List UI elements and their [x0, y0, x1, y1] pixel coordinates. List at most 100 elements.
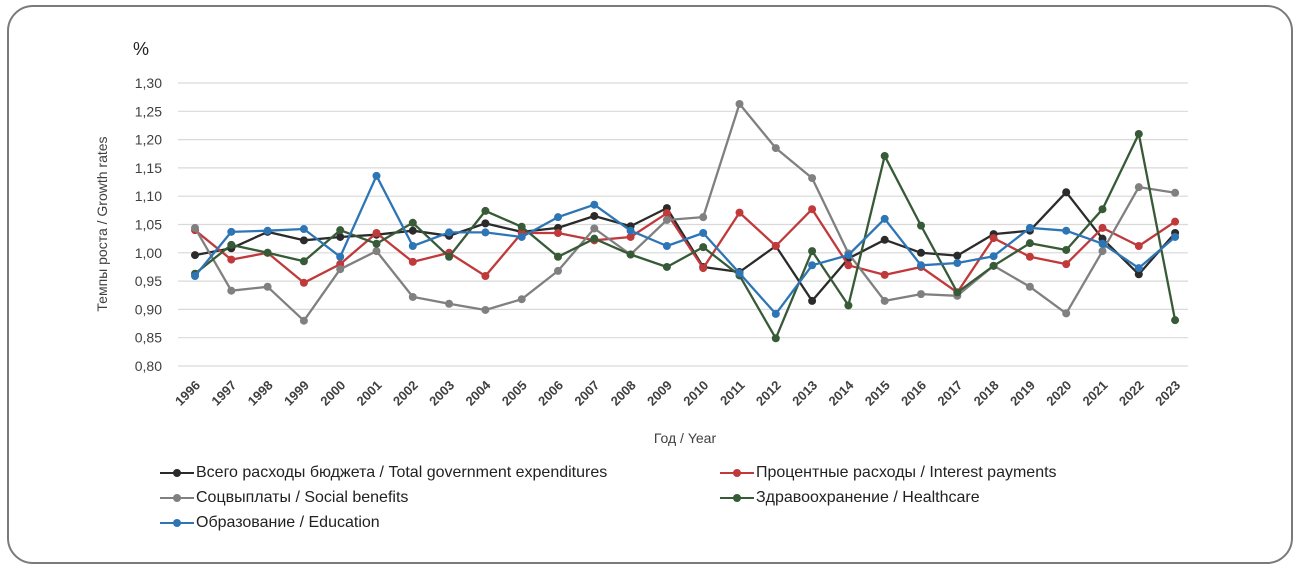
series-4 [191, 171, 1180, 318]
data-point [299, 316, 308, 325]
data-point [953, 258, 962, 267]
data-point [554, 266, 562, 275]
series-3 [191, 129, 1180, 343]
data-point [1098, 239, 1107, 248]
data-point [590, 224, 599, 233]
unit-label: % [133, 39, 149, 59]
data-point [336, 252, 345, 261]
x-tick-label: 1996 [172, 378, 203, 409]
legend-item-interest: Процентные расходы / Interest payments [718, 462, 1057, 484]
data-point [408, 218, 417, 227]
data-point [191, 223, 199, 232]
legend-key-healthcare [718, 487, 756, 509]
x-tick-label: 1999 [281, 378, 312, 409]
data-point [808, 174, 817, 183]
data-point [699, 213, 708, 222]
data-point [481, 305, 490, 314]
x-tick-label: 1997 [208, 378, 239, 409]
x-tick-label: 2001 [354, 378, 385, 409]
data-point [808, 296, 817, 305]
y-tick-label: 1,00 [135, 245, 162, 261]
data-point [662, 209, 671, 218]
x-tick-label: 2006 [535, 378, 566, 409]
legend-label-total: Всего расходы бюджета / Total government… [196, 464, 608, 481]
data-point [372, 171, 381, 180]
data-point [1098, 205, 1107, 214]
data-point [299, 236, 308, 245]
data-point [372, 247, 381, 256]
data-point [517, 295, 526, 304]
data-point [481, 228, 490, 237]
x-tick-label: 2012 [753, 378, 784, 409]
x-tick-label: 2005 [499, 378, 530, 409]
data-point [227, 240, 236, 249]
data-point [445, 252, 454, 261]
legend-label-healthcare: Здравоохранение / Healthcare [756, 489, 980, 506]
data-point [445, 299, 454, 308]
data-point [808, 205, 817, 214]
series-line [194, 102, 1176, 322]
y-tick-label: 1,05 [135, 217, 162, 233]
data-point [1171, 232, 1180, 241]
data-point [1062, 309, 1071, 318]
data-point [917, 248, 925, 257]
series-line [194, 132, 1177, 340]
data-point [917, 290, 925, 299]
legend-label-education: Образование / Education [196, 514, 380, 531]
data-point [808, 247, 817, 256]
x-tick-label: 2017 [934, 378, 965, 409]
y-tick-label: 0,85 [135, 330, 162, 346]
data-point [481, 206, 490, 215]
y-tick-label: 0,95 [135, 273, 162, 289]
series-lines [191, 99, 1180, 343]
x-tick-label: 2000 [317, 378, 348, 409]
data-point [263, 226, 272, 235]
x-tick-label: 2021 [1080, 378, 1111, 409]
y-tick-label: 1,10 [135, 188, 162, 204]
legend-key-social [158, 487, 196, 509]
x-tick-label: 2008 [608, 378, 639, 409]
data-point [517, 232, 526, 241]
data-point [880, 214, 889, 223]
data-point [481, 219, 490, 228]
data-point [771, 334, 780, 343]
data-point [662, 242, 671, 251]
x-tick-label: 2023 [1152, 378, 1183, 409]
data-point [1134, 264, 1143, 273]
data-point [1025, 223, 1034, 232]
data-point [263, 248, 272, 257]
legend-key-interest [718, 462, 756, 484]
data-point [191, 272, 199, 281]
x-tick-label: 2016 [898, 378, 929, 409]
x-tick-label: 2015 [862, 378, 893, 409]
data-point [953, 288, 962, 297]
legend-key-education [158, 512, 196, 534]
y-tick-label: 1,25 [135, 103, 162, 119]
x-tick-label: 1998 [245, 378, 276, 409]
data-point [408, 257, 417, 266]
data-point [735, 208, 744, 217]
data-point [372, 228, 381, 237]
legend-key-total [158, 462, 196, 484]
data-point [699, 228, 708, 237]
data-point [1171, 316, 1180, 325]
y-tick-label: 0,80 [135, 358, 162, 374]
data-point [808, 261, 817, 270]
data-point [191, 251, 199, 260]
x-tick-label: 2014 [825, 377, 857, 409]
data-point [590, 212, 599, 221]
data-point [1062, 260, 1071, 269]
x-tick-label: 2011 [717, 378, 748, 409]
data-point [1171, 188, 1180, 197]
data-point [844, 261, 853, 270]
data-point [735, 99, 744, 108]
legend-item-healthcare: Здравоохранение / Healthcare [718, 487, 980, 509]
x-tick-label: 2009 [644, 378, 675, 409]
data-point [989, 234, 998, 243]
x-tick-label: 2010 [680, 378, 711, 409]
data-point [372, 239, 381, 248]
data-point [590, 234, 599, 243]
data-point [299, 257, 308, 266]
data-point [590, 200, 599, 209]
x-tick-label: 2022 [1116, 378, 1147, 409]
